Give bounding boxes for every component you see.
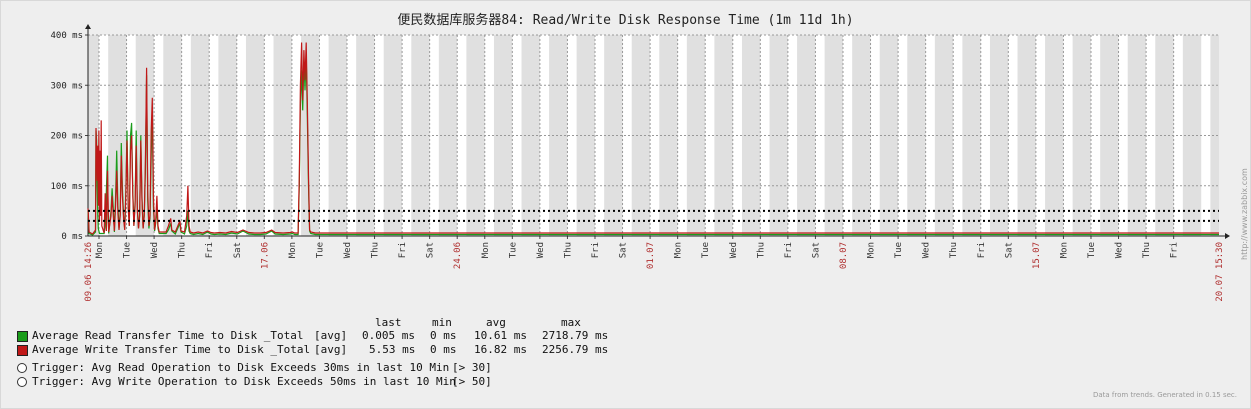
- x-tick-label: Fri: [591, 242, 601, 258]
- x-tick-label: Tue: [1087, 242, 1097, 258]
- x-tick-label: Fri: [398, 242, 408, 258]
- x-tick-label: Mon: [95, 242, 105, 258]
- y-tick-label: 100 ms: [50, 182, 83, 192]
- x-tick-label: Thu: [178, 242, 188, 258]
- x-tick-label: Tue: [315, 242, 325, 258]
- day-band: [493, 35, 513, 236]
- x-tick-label: Wed: [343, 242, 353, 258]
- x-tick-label: Tue: [123, 242, 133, 258]
- day-band: [989, 35, 1009, 236]
- x-tick-label: Thu: [563, 242, 573, 258]
- chart-title: 便民数据库服务器84: Read/Write Disk Response Tim…: [397, 13, 854, 28]
- x-tick-label: Wed: [1115, 242, 1125, 258]
- x-tick-label: Mon: [674, 242, 684, 258]
- x-tick-label: Fri: [205, 242, 215, 258]
- day-band: [1210, 35, 1219, 236]
- x-tick-label: 15.07: [1032, 242, 1042, 269]
- x-tick-label: Thu: [756, 242, 766, 258]
- x-tick-label: 08.07: [839, 242, 849, 269]
- y-tick-label: 300 ms: [50, 81, 83, 91]
- x-tick-label: Sat: [619, 242, 629, 258]
- x-tick-label: Wed: [922, 242, 932, 258]
- x-tick-label: Wed: [150, 242, 160, 258]
- x-tick-label: Sat: [811, 242, 821, 258]
- x-tick-label: Wed: [729, 242, 739, 258]
- x-tick-label: 17.06: [260, 242, 270, 269]
- x-tick-label: 01.07: [646, 242, 656, 269]
- x-tick-label: Fri: [784, 242, 794, 258]
- day-band: [273, 35, 292, 236]
- x-tick-label: Mon: [288, 242, 298, 258]
- x-tick-label: Mon: [481, 242, 491, 258]
- day-band: [741, 35, 761, 236]
- y-axis-arrow: [85, 24, 91, 29]
- x-axis-arrow: [1225, 233, 1230, 239]
- x-tick-label: Mon: [1059, 242, 1069, 258]
- x-tick-label: Sat: [426, 242, 436, 258]
- day-band: [245, 35, 265, 236]
- y-tick-label: 200 ms: [50, 132, 83, 142]
- x-tick-label: 24.06: [453, 242, 463, 269]
- x-tick-label: Fri: [977, 242, 987, 258]
- x-tick-label: Wed: [536, 242, 546, 258]
- watermark: http://www.zabbix.com: [1240, 168, 1249, 260]
- day-band: [521, 35, 540, 236]
- day-band: [769, 35, 788, 236]
- x-tick-label: Thu: [949, 242, 959, 258]
- footer-note: Data from trends. Generated in 0.15 sec.: [1092, 391, 1237, 399]
- x-tick-label: Tue: [508, 242, 518, 258]
- y-tick-label: 0 ms: [61, 232, 83, 242]
- x-tick-label: Fri: [1170, 242, 1180, 258]
- series-line-write: [87, 42, 1219, 235]
- x-end-label: 20.07 15:30: [1215, 242, 1225, 302]
- x-tick-label: Mon: [867, 242, 877, 258]
- x-tick-label: Tue: [701, 242, 711, 258]
- x-tick-label: Tue: [894, 242, 904, 258]
- x-tick-label: Sat: [1004, 242, 1014, 258]
- x-tick-label: Sat: [233, 242, 243, 258]
- x-tick-label: Thu: [1142, 242, 1152, 258]
- x-tick-label: Thu: [371, 242, 381, 258]
- day-band: [1017, 35, 1036, 236]
- y-tick-label: 400 ms: [50, 31, 83, 41]
- x-start-label: 09.06 14:26: [84, 242, 94, 302]
